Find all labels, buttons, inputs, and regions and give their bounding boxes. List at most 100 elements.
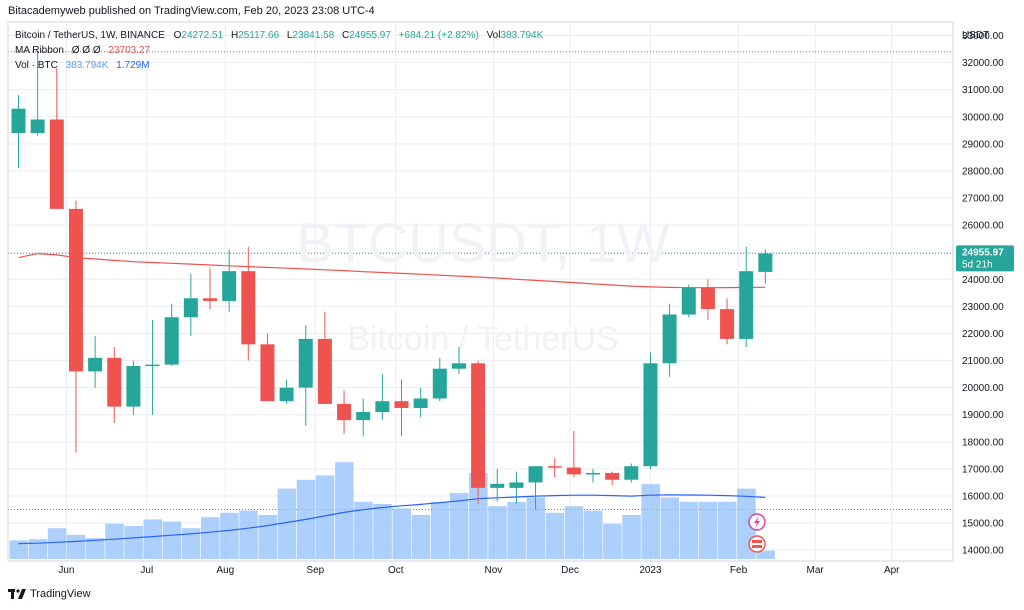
candle-body: [356, 412, 371, 421]
candle-body: [145, 364, 160, 367]
svg-text:Bitcoin / TetherUS, 1W, BINANC: Bitcoin / TetherUS, 1W, BINANCE O24272.5…: [15, 30, 544, 41]
candle-body: [298, 338, 313, 388]
legend-open: 24272.51: [181, 30, 223, 41]
volume-bar: [564, 506, 584, 559]
y-tick-label: 28000.00: [962, 166, 1004, 177]
legend-vol-key: Vol: [487, 30, 501, 41]
candle-body: [720, 309, 735, 339]
y-tick-label: 20000.00: [962, 383, 1004, 394]
legend-ma-params: Ø Ø Ø: [72, 45, 101, 56]
currency-label: USDT: [962, 30, 989, 41]
x-tick-label: Aug: [216, 565, 234, 576]
volume-bar: [66, 534, 86, 559]
candle-body: [317, 338, 332, 404]
y-tick-label: 31000.00: [962, 85, 1004, 96]
candle-body: [183, 298, 198, 318]
volume-bar: [660, 497, 680, 559]
volume-bar: [584, 510, 603, 559]
volume-bar: [315, 475, 335, 559]
tradingview-logo-icon: [8, 589, 26, 599]
legend-vol-value: 383.794K: [66, 60, 109, 71]
candle-body: [126, 365, 141, 407]
volume-bar: [411, 515, 431, 559]
y-tick-label: 15000.00: [962, 519, 1004, 530]
x-tick-label: Feb: [730, 565, 748, 576]
volume-bar: [105, 523, 124, 559]
candle-body: [471, 363, 486, 488]
current-price-label: 24955.97 5d 21h: [956, 245, 1014, 272]
candle-body: [451, 363, 466, 369]
candle-body: [662, 314, 677, 364]
legend-ma-value: 23703.27: [108, 45, 150, 56]
volume-bar: [641, 484, 660, 559]
volume-bar: [28, 539, 48, 559]
candle-body: [394, 401, 409, 408]
candle-body: [566, 467, 581, 475]
candle-body: [528, 466, 543, 483]
legend-high: 25117.66: [238, 30, 279, 41]
legend-high-key: H: [231, 30, 238, 41]
volume-bar: [545, 512, 565, 559]
candle-body: [605, 472, 620, 480]
candle-body: [490, 483, 505, 488]
x-tick-label: Oct: [388, 565, 404, 576]
y-tick-label: 33000.00: [962, 31, 1004, 42]
candle-body: [203, 298, 217, 301]
axes: 33000.00 32000.00 31000.00 30000.00 29000.00…: [7, 21, 1004, 576]
volume-bar: [679, 501, 699, 559]
candle-body: [11, 108, 26, 134]
y-tick-label: 21000.00: [962, 356, 1004, 367]
candle-body: [260, 344, 275, 402]
candles: [11, 51, 773, 510]
candle-body: [30, 119, 45, 134]
candle-body: [337, 403, 352, 421]
volume-bar: [507, 501, 526, 559]
svg-text:MA Ribbon Ø Ø Ø 23: MA Ribbon Ø Ø Ø 23703.27: [15, 45, 151, 56]
ma-ribbon-polyline: [18, 252, 766, 289]
legend-vol-ma-value: 1.729M: [116, 60, 149, 71]
volume-bar: [162, 521, 182, 559]
footer-brand[interactable]: TradingView: [8, 588, 91, 600]
candle-body: [700, 287, 715, 310]
x-tick-label: Dec: [561, 565, 579, 576]
legend-vol-label: Vol · BTC: [15, 60, 58, 71]
volume-bar: [756, 550, 775, 559]
y-tick-label: 18000.00: [962, 437, 1004, 448]
legend-vol: 383.794K: [500, 30, 543, 41]
candle-body: [509, 482, 524, 488]
volume-bar: [239, 510, 258, 559]
candle-body: [375, 401, 390, 413]
x-tick-label: Nov: [485, 565, 503, 576]
volume-bar: [698, 501, 718, 559]
volume-bar: [430, 501, 450, 559]
watermark-symbol: BTCUSDT, 1W: [296, 211, 669, 274]
us-flag-stripe: [752, 543, 762, 545]
event-badges[interactable]: [748, 513, 766, 553]
volume-bar: [9, 540, 28, 559]
volume-ma-polyline: [18, 494, 766, 545]
candle-body: [681, 287, 696, 315]
volume-bar: [718, 501, 737, 559]
ma-ribbon-line: [18, 252, 766, 289]
candle-body: [739, 271, 754, 339]
volume-bar: [469, 473, 488, 559]
x-tick-label: Apr: [884, 565, 900, 576]
current-price-value: 24955.97: [962, 247, 1004, 258]
legend-close: 24955.97: [349, 30, 391, 41]
publisher-header: Bitacademyweb published on TradingView.c…: [8, 5, 375, 17]
candle-body: [624, 466, 639, 480]
candle-body: [49, 119, 64, 209]
candle-body: [68, 208, 83, 372]
candle-body: [432, 368, 447, 399]
candle-body: [241, 271, 256, 345]
x-tick-label: 2023: [639, 565, 662, 576]
candle-body: [164, 317, 179, 365]
volume-bar: [488, 506, 507, 559]
volume-bar: [335, 462, 354, 559]
volume-bar: [86, 538, 105, 559]
candle-body: [107, 357, 122, 407]
y-tick-label: 32000.00: [962, 58, 1004, 69]
y-tick-label: 23000.00: [962, 302, 1004, 313]
footer-brand-text: TradingView: [30, 588, 91, 600]
